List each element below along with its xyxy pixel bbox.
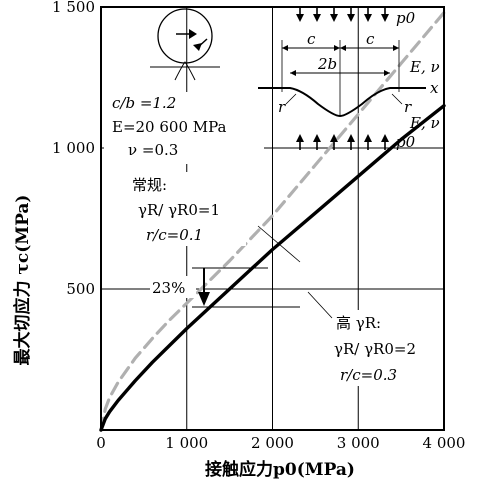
r-right-leader — [391, 93, 403, 105]
reduction-label: 23% — [152, 279, 185, 297]
dim-2b-label: 2b — [317, 55, 337, 73]
load-arrow-bottom-head — [381, 134, 389, 142]
reduction-annotation: 23% — [150, 267, 300, 308]
load-arrows-bottom — [296, 134, 389, 150]
reduction-arrow-head — [198, 292, 210, 306]
E-param: E=20 600 MPa — [112, 118, 227, 136]
high-leader — [307, 291, 333, 319]
y-axis-title: 最大切应力 τc(MPa) — [12, 195, 33, 366]
roller-arrow-2-shaft — [196, 38, 208, 49]
dim-arrowhead — [393, 45, 399, 51]
p0-bottom-label: p0 — [396, 133, 416, 151]
conv-title: 常规: — [132, 176, 167, 194]
contact-bump — [174, 61, 196, 81]
E-nu-bottom-label: E, ν — [409, 114, 440, 132]
cb-param: c/b =1.2 — [112, 94, 176, 112]
r-left-leader — [285, 93, 297, 105]
contact-profile — [258, 87, 426, 118]
dim-arrowhead — [282, 45, 288, 51]
conv-ratio: γR/ γR0=1 — [138, 201, 220, 219]
x-tick-label: 0 — [96, 434, 106, 452]
x-tick-label: 3 000 — [337, 434, 380, 452]
plot-frame — [100, 6, 445, 431]
tick-labels: 0 1 000 2 000 3 000 4 000 500 1 000 1 500 — [52, 0, 465, 452]
roller-arrow-head — [189, 29, 197, 39]
roller-circle — [157, 8, 213, 64]
high-gamma-annotation: 高 γR: γR/ γR0=2 r/c=0.3 — [307, 291, 442, 386]
conventional-annotation: 常规: γR/ γR0=1 r/c=0.1 — [126, 172, 301, 263]
x-axis-label-inset: x — [430, 79, 439, 97]
y-tick-label: 500 — [66, 280, 95, 298]
nu-param: ν =0.3 — [128, 141, 178, 159]
dim-arrowhead — [384, 70, 390, 76]
high-title: 高 γR: — [336, 314, 381, 332]
load-arrows-top — [296, 6, 389, 22]
dim-c-right-label: c — [366, 30, 375, 48]
load-arrow-bottom-head — [296, 134, 304, 142]
E-nu-top-label: E, ν — [409, 58, 440, 76]
conv-leader — [257, 225, 301, 263]
high-backdrop — [322, 310, 442, 386]
inset-contact-diagram: p0 p0 c c 2b x r r E, ν E, ν — [258, 6, 440, 151]
load-arrow-top-head — [364, 14, 372, 22]
load-arrow-bottom-head — [347, 134, 355, 142]
y-axis-title-main: 最大切应力 τc(MPa) — [12, 195, 33, 366]
r-right-label: r — [404, 98, 412, 116]
x-tick-label: 1 000 — [165, 434, 208, 452]
dim-c-left-label: c — [307, 30, 316, 48]
load-arrow-bottom-head — [313, 134, 321, 142]
series-line-conventional — [99, 11, 446, 432]
high-ratio: γR/ γR0=2 — [334, 340, 416, 358]
x-axis-title: 接触应力p0(MPa) — [205, 459, 355, 480]
high-rc: r/c=0.3 — [340, 366, 397, 384]
load-arrow-top-head — [313, 14, 321, 22]
y-tick-label: 1 000 — [52, 139, 95, 157]
conv-backdrop — [126, 172, 246, 246]
inset-rolling-sketch — [150, 8, 220, 81]
x-tick-label: 4 000 — [423, 434, 466, 452]
load-arrow-top-head — [381, 14, 389, 22]
load-arrow-top-head — [296, 14, 304, 22]
series-layer — [99, 11, 446, 432]
y-tick-label: 1 500 — [52, 0, 95, 16]
load-arrow-bottom-head — [364, 134, 372, 142]
reduction-backdrop — [150, 276, 196, 298]
x-axis-title-main: 接触应力p0(MPa) — [205, 459, 355, 480]
load-arrow-bottom-head — [330, 134, 338, 142]
x-tick-label: 2 000 — [251, 434, 294, 452]
params-backdrop — [104, 92, 264, 164]
series-line-high-gamma — [99, 103, 446, 432]
dim-arrowhead — [340, 45, 346, 51]
dim-arrowhead — [334, 45, 340, 51]
p0-top-label: p0 — [396, 9, 416, 27]
dim-arrowhead — [290, 70, 296, 76]
load-arrow-top-head — [330, 14, 338, 22]
load-arrow-top-head — [347, 14, 355, 22]
r-left-label: r — [278, 98, 286, 116]
conv-rc: r/c=0.1 — [146, 226, 203, 244]
material-params: c/b =1.2 E=20 600 MPa ν =0.3 — [104, 92, 264, 164]
